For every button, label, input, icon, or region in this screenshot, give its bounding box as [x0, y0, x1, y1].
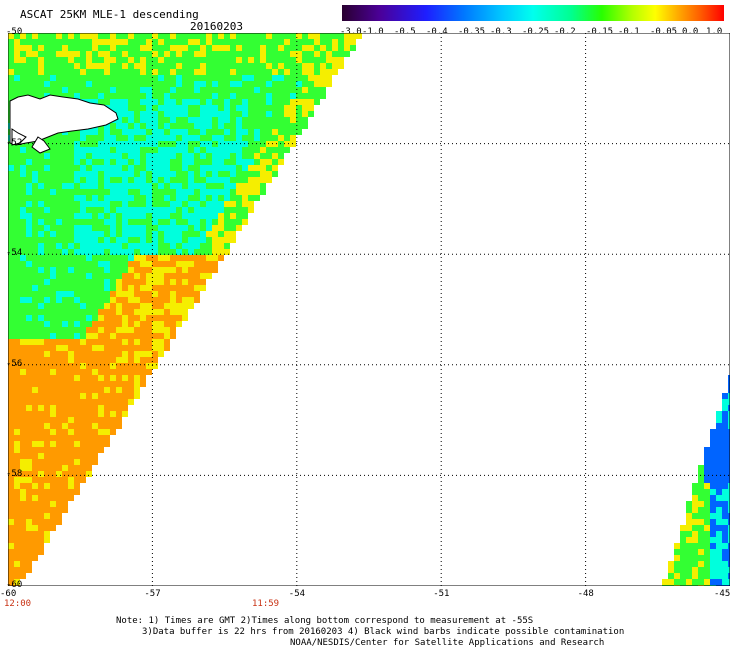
map-gridlines — [8, 33, 730, 586]
longitude-label: -51 — [433, 589, 450, 599]
footnote-line-2: 3)Data buffer is 22 hrs from 20160203 4)… — [142, 627, 625, 637]
colorbar-tick-label: -1.0 — [362, 27, 384, 37]
latitude-label: -56 — [6, 358, 23, 369]
colorbar-tick-label: -3.0 — [340, 27, 362, 37]
colorbar-tick-label: -0.2 — [554, 27, 576, 37]
product-date: 20160203 — [190, 20, 243, 33]
longitude-label: -45 — [714, 589, 731, 599]
footnote-line-1: Note: 1) Times are GMT 2)Times along bot… — [116, 616, 534, 626]
colorbar-tick-label: -0.4 — [426, 27, 448, 37]
time-label-mid: 11:59 — [252, 599, 280, 609]
footnote-line-3: NOAA/NESDIS/Center for Satellite Applica… — [290, 638, 605, 648]
colorbar — [342, 5, 724, 21]
coast-islet — [31, 136, 51, 154]
coast-islet — [11, 128, 27, 146]
colorbar-gradient — [342, 5, 724, 21]
longitude-label: -60 — [0, 589, 17, 599]
colorbar-tick-labels: -3.0 -1.0 -0.5 -0.4 -0.35 -0.3 -0.25 -0.2 -0.15-… — [340, 27, 730, 37]
time-label-left: 12:00 — [4, 599, 32, 609]
colorbar-tick-label: -0.25 — [522, 27, 550, 37]
colorbar-tick-label: -0.3 — [490, 27, 512, 37]
colorbar-tick-label: -0.35 — [458, 27, 486, 37]
falkland-islands-coastline — [9, 94, 119, 154]
longitude-label: -48 — [577, 589, 594, 599]
colorbar-tick-label: -0.1 — [618, 27, 640, 37]
longitude-label: -57 — [144, 589, 161, 599]
colorbar-tick-label: 1.0 — [706, 27, 723, 37]
colorbar-tick-label: -0.05 — [650, 27, 678, 37]
latitude-label: -50 — [6, 27, 23, 37]
latitude-label: -60 — [6, 580, 23, 590]
latitude-label: -54 — [6, 248, 23, 259]
latitude-label: -58 — [6, 469, 23, 480]
coast-main — [9, 94, 119, 146]
latitude-label: -52 — [6, 137, 23, 148]
product-title: ASCAT 25KM MLE-1 descending — [20, 8, 199, 21]
colorbar-tick-label: -0.5 — [394, 27, 416, 37]
map-panel — [8, 33, 730, 586]
colorbar-tick-label: -0.15 — [586, 27, 614, 37]
colorbar-tick-label: 0.0 — [682, 27, 699, 37]
longitude-label: -54 — [288, 589, 306, 599]
